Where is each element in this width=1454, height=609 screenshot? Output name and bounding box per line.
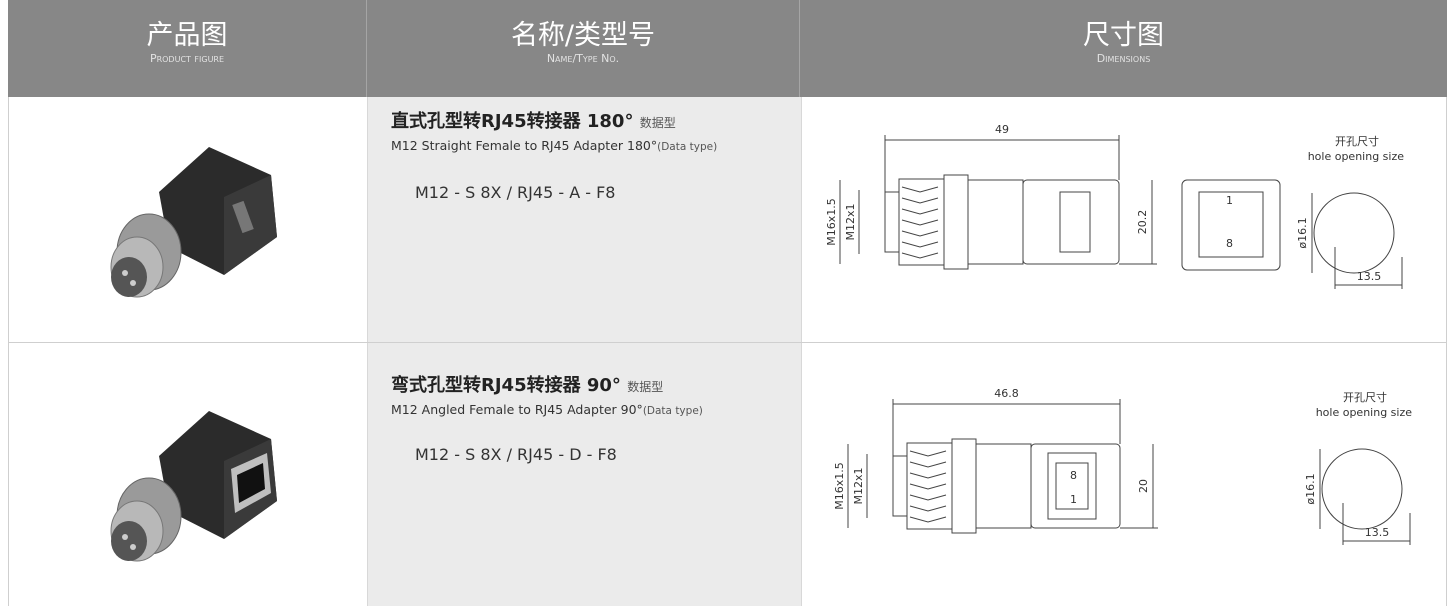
product-image (110, 147, 277, 298)
header-cell: 产品图 Product figure (8, 0, 367, 97)
pin-label: 8 (1070, 469, 1077, 482)
thread-line (909, 450, 947, 457)
dim-label: M12x1 (844, 204, 857, 241)
thread-line (901, 230, 939, 237)
rj45-body (1030, 443, 1121, 529)
dim-label: 13.5 (1365, 526, 1390, 539)
dim-label: 49 (995, 123, 1009, 136)
thread-line (901, 186, 939, 193)
type-cn: 数据型 (639, 116, 676, 130)
pin (122, 534, 128, 540)
socket (111, 521, 147, 561)
header-subtitle: Dimensions (1096, 52, 1151, 65)
body (975, 443, 1032, 529)
dim-label: 13.5 (1357, 270, 1382, 283)
name-en: M12 Straight Female to RJ45 Adapter 180°… (391, 138, 717, 153)
pin (130, 544, 136, 550)
thread-line (901, 241, 939, 248)
pin-label: 1 (1070, 493, 1077, 506)
name-en-text: M12 Angled Female to RJ45 Adapter 90° (391, 402, 643, 417)
thread-line (909, 472, 947, 479)
table-row: 直式孔型转RJ45转接器 180° 数据型 M12 Straight Femal… (8, 97, 1447, 343)
name-cell: 弯式孔型转RJ45转接器 90° 数据型 M12 Angled Female t… (368, 343, 801, 606)
dim-label: M16x1.5 (833, 462, 846, 510)
thread-line (901, 252, 939, 259)
dim-label: M16x1.5 (825, 198, 838, 246)
end-view (1181, 179, 1281, 271)
header-cell: 尺寸图 Dimensions (800, 0, 1447, 97)
thread-line (909, 461, 947, 468)
rj45-body (1022, 179, 1120, 265)
cutout-cn: 开孔尺寸 (1343, 390, 1387, 404)
name-cn-text: 弯式孔型转RJ45转接器 90° (391, 375, 621, 396)
end-view-inner (1198, 191, 1264, 258)
product (110, 147, 277, 298)
cutout-en: hole opening size (1316, 406, 1413, 419)
thread-line (901, 219, 939, 226)
thread-line (909, 483, 947, 490)
name-cn: 弯式孔型转RJ45转接器 90° 数据型 (391, 371, 663, 397)
dim-label: 20 (1137, 479, 1150, 493)
thread-line (901, 208, 939, 215)
table-header: 产品图 Product figure 名称/类型号 Name/Type No. 尺寸… (8, 0, 1447, 97)
socket (111, 257, 147, 297)
body (967, 179, 1024, 265)
header-title: 产品图 (146, 20, 228, 51)
thread-line (909, 505, 947, 512)
header-subtitle: Name/Type No. (546, 52, 620, 65)
pin (122, 270, 128, 276)
port-outline (1047, 452, 1097, 520)
type-code: M12 - S 8X / RJ45 - A - F8 (415, 183, 616, 202)
type-cn: 数据型 (627, 380, 664, 394)
logo-box (1059, 191, 1091, 253)
cutout-cn: 开孔尺寸 (1335, 134, 1379, 148)
table-row: 弯式孔型转RJ45转接器 90° 数据型 M12 Angled Female t… (8, 343, 1447, 606)
dim-label: 46.8 (994, 387, 1019, 400)
product-cell (9, 343, 368, 606)
name-en-text: M12 Straight Female to RJ45 Adapter 180° (391, 138, 658, 153)
logo (232, 200, 254, 234)
cutout-en: hole opening size (1308, 150, 1405, 163)
cutout-circle (1321, 448, 1403, 530)
dim-label: 20.2 (1136, 210, 1149, 235)
name-cn-text: 直式孔型转RJ45转接器 180° (391, 111, 634, 132)
nut (943, 174, 969, 270)
cutout-circle (1313, 192, 1395, 274)
product-cell (9, 97, 368, 342)
rj45-hole (237, 463, 265, 503)
pin-label: 1 (1226, 194, 1233, 207)
dim-label: M12x1 (852, 468, 865, 505)
header-title: 尺寸图 (1083, 20, 1164, 51)
cap (892, 455, 908, 517)
name-en: M12 Angled Female to RJ45 Adapter 90°(Da… (391, 402, 703, 417)
pin (130, 280, 136, 286)
cap (884, 191, 900, 253)
nut (951, 438, 977, 534)
dimension-cell: 46.8 M16x1.5 M12x1 8 1 20 开孔尺寸 hole opening siz… (801, 343, 1447, 606)
header-title: 名称/类型号 (510, 20, 656, 51)
dimension-drawing: 46.8 M16x1.5 M12x1 8 1 20 开孔尺寸 hole opening siz… (833, 387, 1412, 545)
header-subtitle: Product figure (149, 52, 225, 65)
dim-label: ø16.1 (1304, 473, 1317, 504)
dimension-drawing: 49 M16x1.5 M12x1 1 8 20.2 开孔尺寸 hole opening siz… (825, 123, 1404, 289)
dimension-cell: 49 M16x1.5 M12x1 1 8 20.2 开孔尺寸 hole opening siz… (801, 97, 1447, 342)
header-cell: 名称/类型号 Name/Type No. (367, 0, 800, 97)
thread-line (909, 494, 947, 501)
type-code: M12 - S 8X / RJ45 - D - F8 (415, 445, 617, 464)
name-cell: 直式孔型转RJ45转接器 180° 数据型 M12 Straight Femal… (368, 97, 801, 342)
thread-line (909, 516, 947, 523)
product-image (110, 411, 277, 562)
thread-line (901, 197, 939, 204)
type-en: (Data type) (657, 141, 718, 153)
drawing: 46.8 M16x1.5 M12x1 8 1 20 开孔尺寸 hole opening siz… (833, 387, 1412, 545)
dim-label: ø16.1 (1296, 217, 1309, 248)
pin-label: 8 (1226, 237, 1233, 250)
drawing: 49 M16x1.5 M12x1 1 8 20.2 开孔尺寸 hole opening siz… (825, 123, 1404, 289)
type-en: (Data type) (642, 405, 703, 417)
port-inner (1055, 462, 1089, 510)
product (110, 411, 277, 562)
name-cn: 直式孔型转RJ45转接器 180° 数据型 (391, 107, 676, 133)
